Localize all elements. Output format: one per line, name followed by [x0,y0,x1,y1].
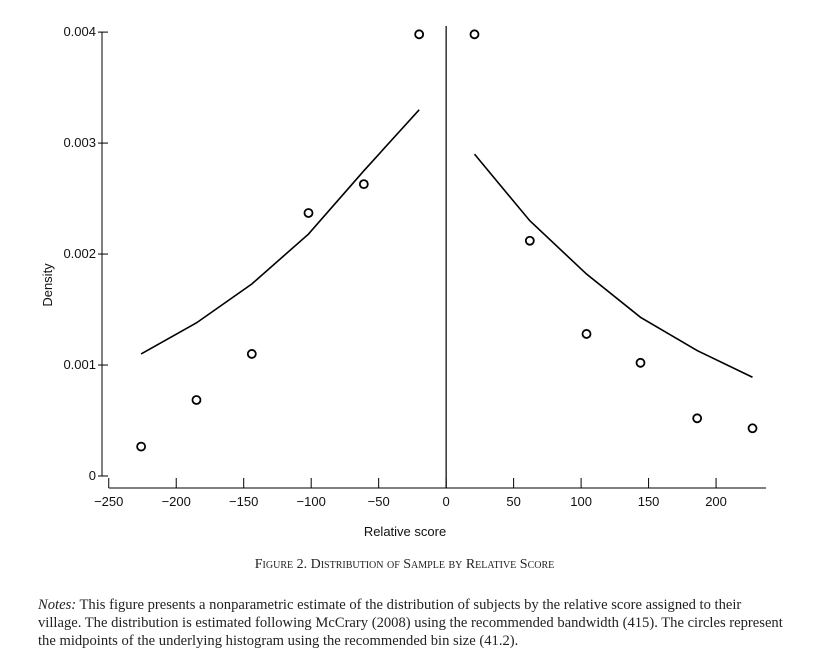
notes-text: This figure presents a nonparametric est… [38,597,783,649]
histogram-point [191,395,202,405]
y-tick-label: 0 [89,468,96,483]
y-tick-label: 0.004 [63,24,96,39]
x-tick-label: 150 [638,494,660,509]
x-tick-label: 0 [443,494,450,509]
histogram-point [635,357,646,368]
x-tick-label: −250 [94,494,123,509]
x-axis-label: Relative score [364,524,446,539]
x-tick-label: −50 [368,494,390,509]
x-tick-label: −100 [297,494,326,509]
density-line [473,153,753,378]
y-tick-label: 0.001 [63,357,96,372]
x-tick-label: 100 [570,494,592,509]
chart: Relative score Density 0 0.001 0.002 0.003 0… [40,24,766,539]
y-axis-label: Density [40,263,55,307]
histogram-point [469,29,480,40]
x-tick-label: 200 [705,494,727,509]
figure-caption: Figure 2. Distribution of Sample by Rela… [254,557,555,572]
y-tick-label: 0.002 [63,246,96,261]
x-tick-label: −150 [229,494,258,509]
histogram-point [692,413,703,424]
histogram-point [246,349,257,359]
histogram-point [136,441,147,452]
histogram-point [747,423,758,434]
notes-label: Notes: [38,597,77,613]
y-tick-label: 0.003 [63,135,96,150]
x-tick-label: 50 [506,494,520,509]
density-line [140,109,420,355]
histogram-point [581,329,592,339]
histogram-point [414,29,425,40]
x-tick-label: −200 [162,494,191,509]
histogram-point [524,235,535,246]
figure-notes: Notes: This figure presents a nonparamet… [38,596,783,650]
histogram-point [358,179,369,190]
histogram-point [303,208,314,218]
